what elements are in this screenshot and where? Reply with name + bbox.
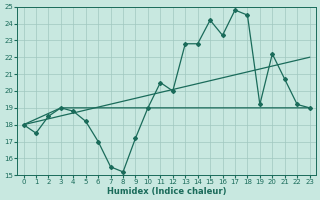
X-axis label: Humidex (Indice chaleur): Humidex (Indice chaleur) [107, 187, 226, 196]
